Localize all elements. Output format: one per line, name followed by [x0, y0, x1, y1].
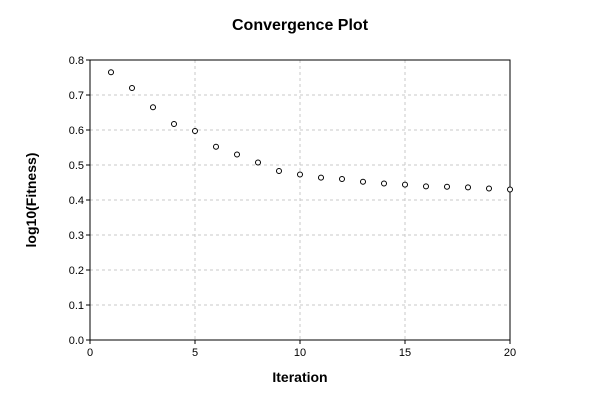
- y-tick-label: 0.6: [69, 125, 84, 137]
- x-tick-label: 15: [399, 347, 411, 359]
- y-tick-label: 0.5: [69, 160, 84, 172]
- y-tick-label: 0.8: [69, 55, 84, 67]
- x-tick-label: 20: [504, 347, 516, 359]
- data-point: [108, 69, 114, 76]
- y-tick-label: 0.1: [69, 300, 84, 312]
- x-tick-label: 0: [87, 347, 93, 359]
- y-tick-label: 0.4: [69, 195, 84, 207]
- data-point: [150, 104, 156, 111]
- data-point: [360, 178, 366, 185]
- y-tick-label: 0.0: [69, 335, 84, 347]
- x-tick-label: 5: [192, 347, 198, 359]
- data-point: [255, 159, 261, 166]
- y-tick-label: 0.3: [69, 230, 84, 242]
- data-point: [339, 176, 345, 182]
- data-point: [171, 121, 177, 128]
- data-point: [486, 185, 492, 192]
- data-point: [465, 184, 471, 191]
- x-tick-label: 10: [294, 347, 306, 359]
- data-point: [381, 180, 387, 187]
- x-tick-labels: 0 5 10 15 20: [87, 347, 516, 359]
- data-point: [423, 183, 429, 190]
- data-point: [444, 183, 450, 190]
- x-axis-label: Iteration: [272, 369, 327, 385]
- data-point: [318, 174, 324, 181]
- y-tick-label: 0.7: [69, 90, 84, 102]
- tick-marks: [86, 59, 511, 344]
- data-point: [213, 143, 219, 150]
- data-point: [234, 151, 240, 158]
- grid-lines: [90, 60, 510, 340]
- data-point: [402, 181, 408, 188]
- data-point: [297, 171, 303, 178]
- y-tick-labels: 0.0 0.1 0.2 0.3 0.4 0.5 0.6 0.7 0.8: [69, 55, 84, 347]
- y-axis-label: log10(Fitness): [23, 153, 39, 248]
- chart-title: Convergence Plot: [232, 17, 369, 34]
- y-tick-label: 0.2: [69, 265, 84, 277]
- data-points: [108, 69, 513, 193]
- data-point: [129, 85, 135, 91]
- data-point: [507, 186, 513, 193]
- data-point: [276, 167, 282, 174]
- data-point: [192, 128, 198, 135]
